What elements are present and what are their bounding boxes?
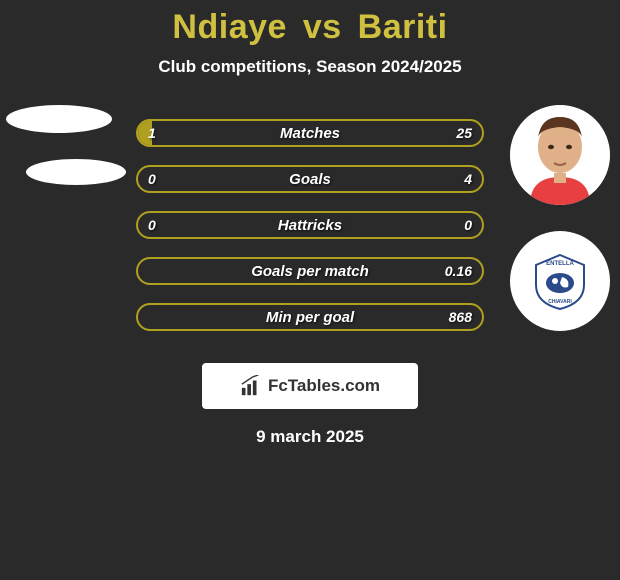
svg-text:ENTELLA: ENTELLA [546,261,574,267]
stat-value-right: 25 [456,125,472,141]
stat-bar: Goals per match 0.16 [136,257,484,285]
stat-value-right: 4 [464,171,472,187]
stat-value-right: 868 [449,309,472,325]
stat-bar: 0 Hattricks 0 [136,211,484,239]
stat-value-left: 1 [148,125,156,141]
player2-club-logo: ENTELLA CHIAVARI [510,231,610,331]
comparison-infographic: Ndiaye vs Bariti Club competitions, Seas… [0,0,620,580]
stat-label: Goals [289,171,331,188]
stats-section: ENTELLA CHIAVARI 1 Matches 25 0 Goals 4 0 Hattr… [0,105,620,355]
bar-chart-icon [240,375,262,397]
page-title: Ndiaye vs Bariti [0,0,620,47]
brand-badge[interactable]: FcTables.com [202,363,418,409]
player1-name: Ndiaye [172,8,287,46]
stat-label: Min per goal [266,309,354,326]
stat-label: Hattricks [278,217,342,234]
entella-logo-icon: ENTELLA CHIAVARI [530,251,590,311]
stat-value-right: 0.16 [445,263,472,279]
subtitle: Club competitions, Season 2024/2025 [0,57,620,77]
svg-text:CHIAVARI: CHIAVARI [548,299,572,305]
brand-text: FcTables.com [268,376,380,396]
date-text: 9 march 2025 [0,427,620,447]
right-avatar-group: ENTELLA CHIAVARI [510,105,610,357]
stat-value-left: 0 [148,171,156,187]
stat-label: Goals per match [251,263,369,280]
stat-label: Matches [280,125,340,142]
stat-bars: 1 Matches 25 0 Goals 4 0 Hattricks 0 Goals per ma… [136,119,484,349]
player2-avatar [510,105,610,205]
player2-name: Bariti [358,8,448,46]
stat-value-left: 0 [148,217,156,233]
player-head-icon [510,105,610,205]
stat-bar: 1 Matches 25 [136,119,484,147]
left-avatar-group [6,105,126,185]
stat-value-right: 0 [464,217,472,233]
stat-bar: Min per goal 868 [136,303,484,331]
player1-avatar-placeholder [6,105,112,133]
player1-club-placeholder [26,159,126,185]
stat-bar: 0 Goals 4 [136,165,484,193]
vs-text: vs [303,8,342,46]
